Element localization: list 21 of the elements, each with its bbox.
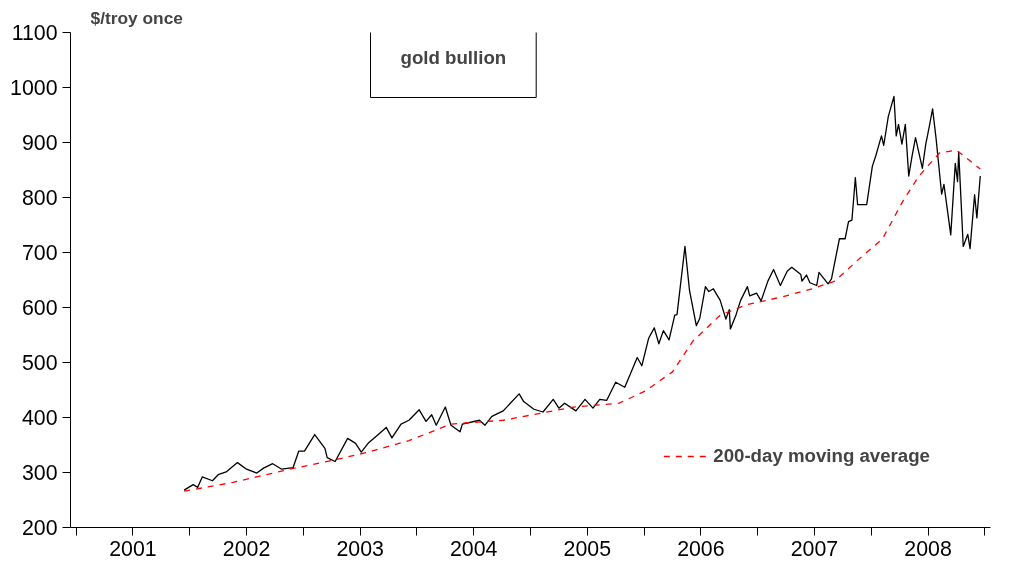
y-tick-label: 1000 — [10, 76, 58, 100]
x-tick-label: 2002 — [222, 536, 271, 561]
y-tick-label: 500 — [21, 351, 58, 375]
x-tick-label: 2001 — [109, 536, 157, 561]
y-tick-label: 600 — [21, 296, 58, 320]
y-tick-label: 200 — [21, 516, 58, 540]
y-tick-label: 900 — [21, 131, 58, 155]
x-tick-label: 2006 — [677, 536, 725, 561]
text: gold bullion — [400, 46, 507, 68]
x-tick-label: 2008 — [904, 536, 952, 561]
y-axis-title: $/troy once — [90, 7, 184, 28]
y-tick-label: 700 — [21, 241, 58, 265]
x-tick-label: 2005 — [563, 536, 612, 561]
x-tick-label: 2003 — [336, 536, 384, 561]
x-tick-label: 2007 — [790, 536, 839, 561]
y-tick-label: 400 — [21, 406, 58, 430]
x-tick-label: 2004 — [449, 536, 498, 561]
y-tick-label: 300 — [21, 461, 58, 485]
legend-label: 200-day moving average — [713, 445, 930, 467]
y-tick-label: 1100 — [11, 21, 58, 45]
y-tick-label: 800 — [21, 186, 58, 210]
